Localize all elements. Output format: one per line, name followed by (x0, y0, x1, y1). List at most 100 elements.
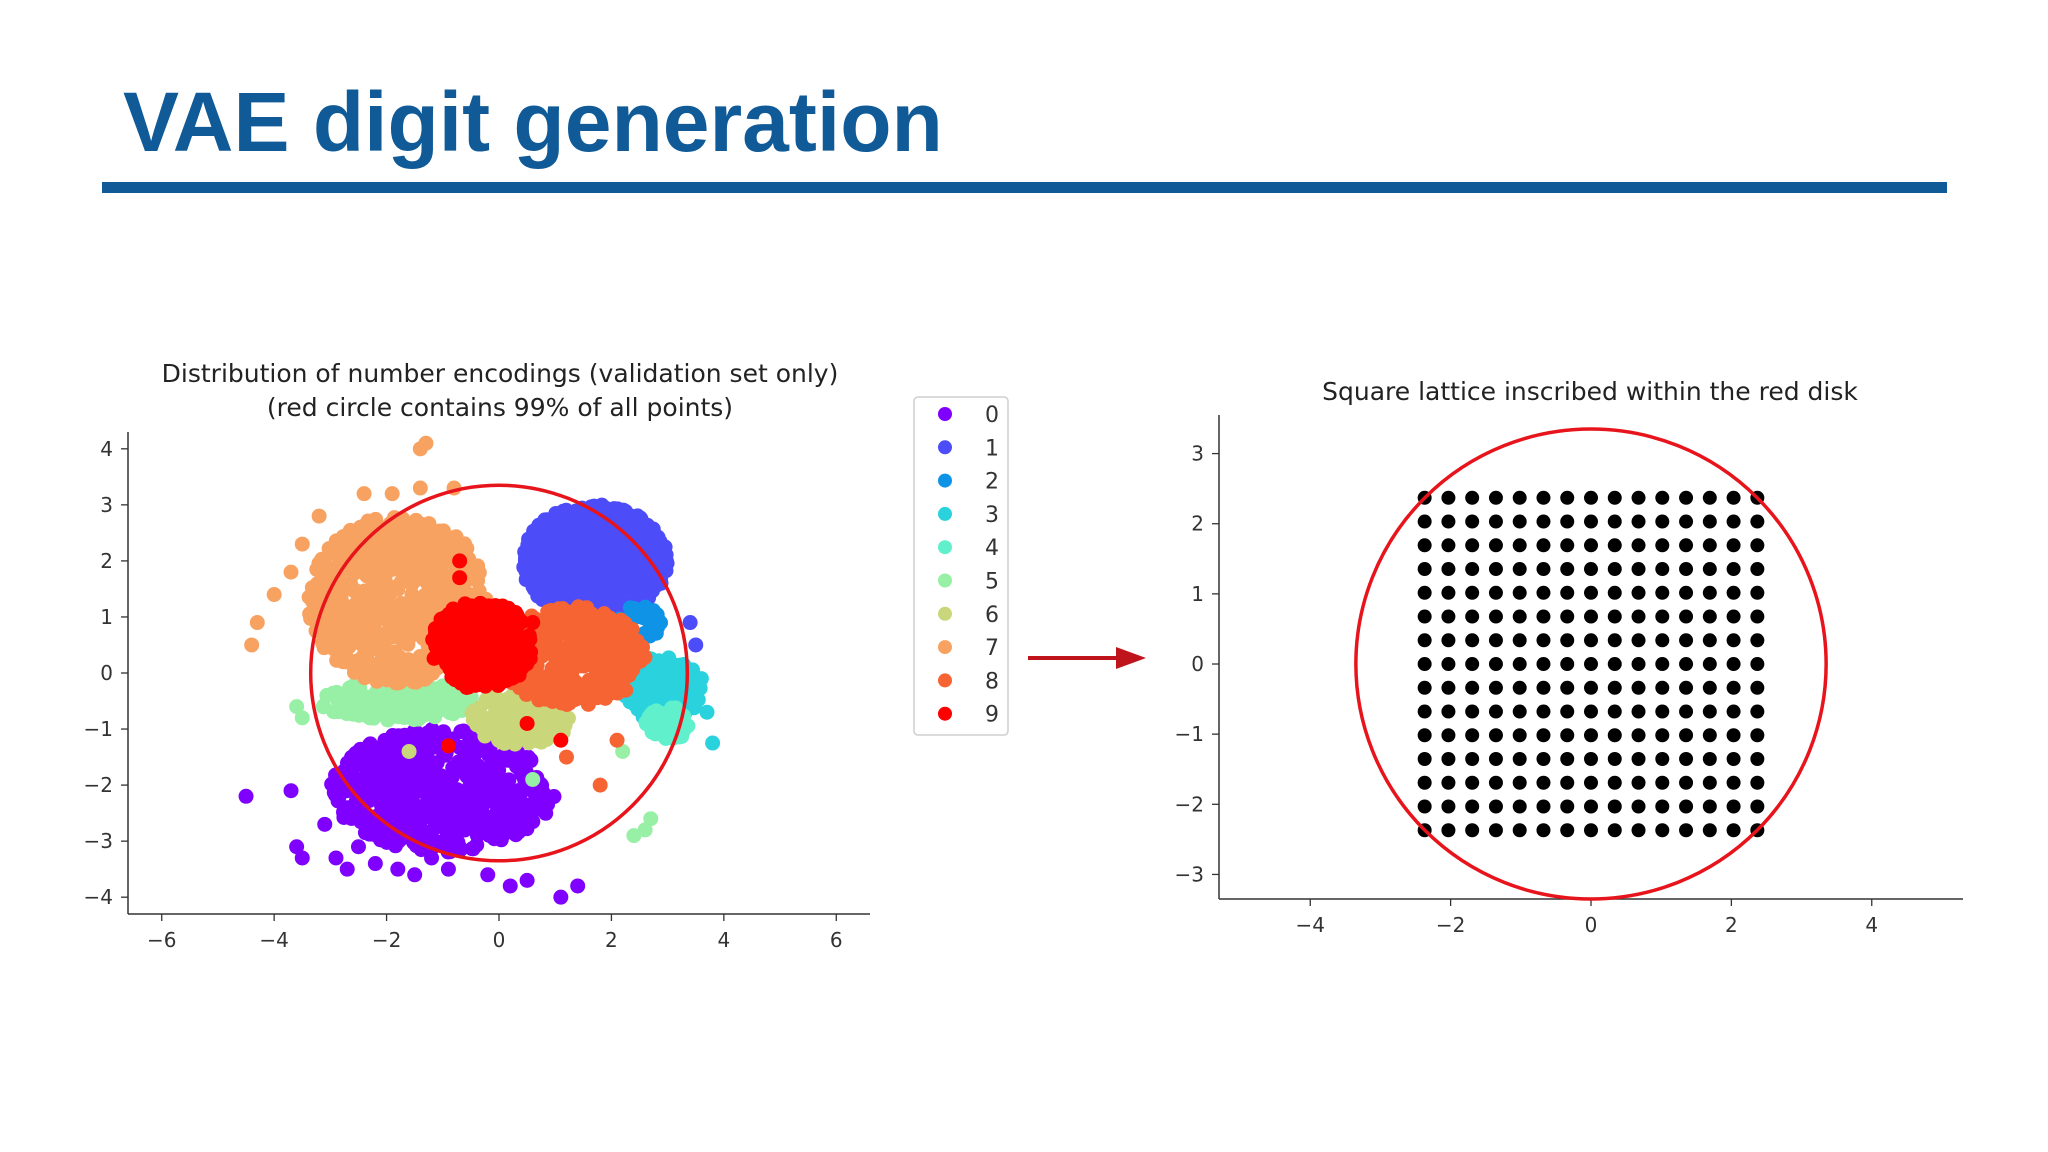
point-series-9 (525, 615, 541, 631)
point-series-7 (398, 551, 414, 567)
point-series-5 (385, 704, 401, 720)
point-series-1 (635, 527, 651, 543)
legend-label: 8 (985, 669, 999, 694)
point-series-5 (448, 703, 464, 719)
point-series-9 (493, 663, 509, 679)
right-x-tick-label: 2 (1725, 913, 1738, 937)
point-series-6 (495, 709, 511, 725)
lattice-point (1679, 823, 1694, 838)
lattice-point (1488, 775, 1503, 790)
legend-marker (938, 506, 952, 521)
lattice-point (1750, 562, 1765, 577)
point-series-0 (501, 772, 517, 788)
point-series-5 (433, 679, 449, 695)
point-series-7 (355, 624, 371, 640)
lattice-point (1488, 799, 1503, 814)
point-series-5 (637, 822, 653, 838)
point-series-1 (682, 615, 698, 631)
point-series-5 (626, 828, 642, 844)
right-lattice-plot: −4 −2 0 2 4 −3 −2 −1 0 1 2 3 (1175, 415, 1963, 937)
point-series-0 (362, 736, 378, 752)
point-series-6 (472, 708, 488, 724)
point-series-1 (536, 581, 552, 597)
point-series-0 (485, 763, 501, 779)
left-x-tick-label: −2 (372, 928, 401, 952)
point-series-8 (531, 692, 547, 708)
lattice-point (1417, 562, 1432, 577)
point-series-3 (705, 735, 721, 751)
point-series-9 (452, 553, 468, 569)
point-series-0 (523, 752, 539, 768)
point-series-9 (442, 661, 458, 677)
point-series-4 (661, 718, 677, 734)
point-series-5 (329, 684, 345, 700)
lattice-point (1441, 657, 1456, 672)
point-series-8 (580, 611, 596, 627)
point-series-0 (374, 798, 390, 814)
point-series-1 (600, 526, 616, 542)
lattice-point (1726, 490, 1741, 505)
point-series-1 (528, 550, 544, 566)
point-series-0 (501, 808, 517, 824)
lattice-point (1512, 680, 1527, 695)
point-series-0 (486, 831, 502, 847)
lattice-point (1536, 728, 1551, 743)
lattice-point (1417, 538, 1432, 553)
lattice-point (1536, 562, 1551, 577)
point-series-0 (440, 861, 456, 877)
right-x-tick-label: 4 (1865, 913, 1878, 937)
lattice-point (1441, 752, 1456, 767)
point-series-8 (580, 696, 596, 712)
lattice-point (1488, 657, 1503, 672)
point-series-8 (558, 749, 574, 765)
point-series-8 (600, 614, 616, 630)
point-series-1 (567, 515, 583, 531)
lattice-point (1488, 585, 1503, 600)
lattice-point (1726, 704, 1741, 719)
point-series-3 (685, 685, 701, 701)
point-series-9 (478, 665, 494, 681)
point-series-9 (509, 651, 525, 667)
lattice-point (1584, 633, 1598, 648)
point-series-0 (289, 839, 305, 855)
right-y-tick-label: −2 (1175, 792, 1204, 816)
point-series-7 (402, 606, 418, 622)
lattice-point (1536, 585, 1551, 600)
point-series-0 (395, 757, 411, 773)
lattice-point (1417, 680, 1432, 695)
lattice-point (1655, 657, 1670, 672)
lattice-point (1726, 728, 1741, 743)
lattice-point (1560, 538, 1575, 553)
lattice-point (1465, 562, 1480, 577)
lattice-point (1631, 585, 1646, 600)
legend-marker (938, 673, 952, 688)
point-series-7 (471, 583, 487, 599)
point-series-0 (456, 723, 472, 739)
lattice-point (1702, 585, 1717, 600)
point-series-0 (459, 768, 475, 784)
point-series-0 (390, 861, 406, 877)
point-series-0 (294, 850, 310, 866)
lattice-point (1726, 680, 1741, 695)
lattice-point (1631, 680, 1646, 695)
point-series-7 (378, 576, 394, 592)
lattice-point (1726, 562, 1741, 577)
lattice-point (1560, 728, 1575, 743)
lattice-point (1584, 657, 1598, 672)
lattice-point (1584, 680, 1598, 695)
point-series-7 (311, 508, 327, 524)
lattice-point (1417, 728, 1432, 743)
lattice-point (1750, 752, 1765, 767)
lattice-point (1536, 704, 1551, 719)
point-series-5 (387, 688, 403, 704)
lattice-point (1488, 752, 1503, 767)
lattice-point (1488, 704, 1503, 719)
lattice-point (1655, 775, 1670, 790)
lattice-point (1417, 657, 1432, 672)
lattice-point (1536, 775, 1551, 790)
point-series-2 (626, 600, 642, 616)
lattice-point (1512, 799, 1527, 814)
lattice-point (1560, 585, 1575, 600)
lattice-point (1465, 752, 1480, 767)
lattice-point (1631, 490, 1646, 505)
